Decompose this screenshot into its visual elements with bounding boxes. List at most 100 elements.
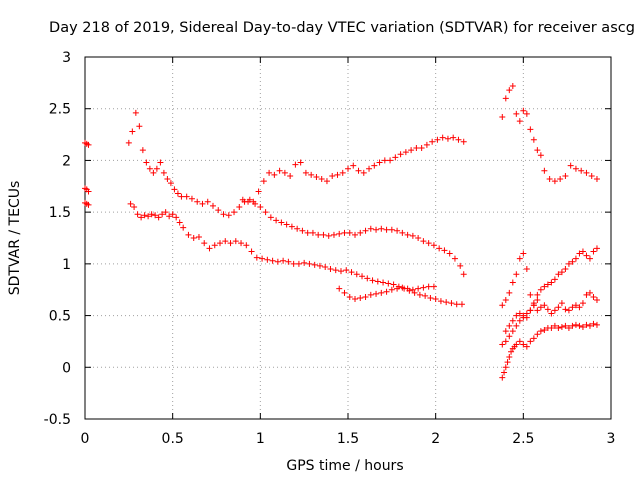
data-point (537, 328, 544, 335)
axis-ticks: 0 0.5 1 1.5 2 2.5 3 -0.5 0 0.5 1 1.5 2 2.5 3 (44, 50, 616, 447)
satellite-track-9 (499, 250, 600, 317)
data-point (308, 171, 315, 178)
data-point (432, 296, 439, 303)
data-point (248, 248, 255, 255)
data-point (555, 271, 562, 278)
data-point (555, 304, 562, 311)
data-point (593, 297, 600, 304)
data-point (593, 321, 600, 328)
data-point (502, 328, 509, 335)
data-point (441, 247, 448, 254)
data-point (157, 159, 164, 166)
data-point (350, 162, 357, 169)
data-point (558, 323, 565, 330)
data-point (139, 147, 146, 154)
data-point (232, 238, 239, 245)
satellite-track-12 (499, 297, 541, 348)
data-point (373, 226, 380, 233)
data-point (590, 248, 597, 255)
data-point (288, 223, 295, 230)
data-point (437, 298, 444, 305)
data-point (243, 242, 250, 249)
data-point (516, 317, 523, 324)
data-point (523, 310, 530, 317)
data-point (520, 107, 527, 114)
data-point (364, 275, 371, 282)
data-point (551, 307, 558, 314)
data-point (374, 278, 381, 285)
data-point (231, 209, 238, 216)
data-point (509, 82, 516, 89)
data-point (169, 211, 176, 218)
data-point (422, 292, 429, 299)
data-point (450, 134, 457, 141)
data-point (448, 300, 455, 307)
data-point (225, 212, 232, 219)
data-point (211, 242, 218, 249)
x-tick-label: 2 (431, 431, 440, 447)
data-point (152, 212, 159, 219)
data-point (565, 307, 572, 314)
data-point (499, 374, 506, 381)
data-point (453, 301, 460, 308)
data-point (499, 302, 506, 309)
x-tick-label: 3 (607, 431, 616, 447)
data-point (178, 193, 185, 200)
data-point (569, 304, 576, 311)
data-point (562, 322, 569, 329)
data-point (357, 294, 364, 301)
data-point (274, 258, 281, 265)
data-point (280, 257, 287, 264)
data-point (527, 338, 534, 345)
y-tick-label: -0.5 (44, 412, 71, 428)
data-point (162, 209, 169, 216)
data-point (320, 231, 327, 238)
data-point (548, 324, 555, 331)
data-point (557, 176, 564, 183)
data-point (572, 165, 579, 172)
data-point (353, 271, 360, 278)
x-tick-label: 1.5 (337, 431, 359, 447)
data-point (369, 277, 376, 284)
data-point (394, 285, 401, 292)
data-point (357, 229, 364, 236)
data-point (129, 128, 136, 135)
data-point (262, 209, 269, 216)
data-point (238, 240, 245, 247)
data-point (527, 291, 534, 298)
data-point (266, 169, 273, 176)
data-point (332, 267, 339, 274)
data-point (399, 284, 406, 291)
data-point (125, 139, 132, 146)
data-point (586, 255, 593, 262)
data-point (343, 267, 350, 274)
data-point (281, 169, 288, 176)
x-axis-label: GPS time / hours (286, 458, 403, 474)
y-tick-label: 1.5 (49, 205, 71, 221)
data-point (509, 328, 516, 335)
data-point (255, 188, 262, 195)
data-point (150, 169, 157, 176)
data-point (220, 211, 227, 218)
satellite-track-11 (499, 320, 600, 381)
data-point (302, 169, 309, 176)
data-point (318, 176, 325, 183)
y-tick-label: 0 (62, 360, 71, 376)
data-point (336, 285, 343, 292)
data-point (502, 95, 509, 102)
data-point (499, 113, 506, 120)
data-point (392, 154, 399, 161)
data-point (544, 281, 551, 288)
data-point (337, 268, 344, 275)
data-point (346, 229, 353, 236)
data-point (460, 138, 467, 145)
data-point (590, 320, 597, 327)
data-point (427, 294, 434, 301)
data-point (576, 250, 583, 257)
data-point (572, 255, 579, 262)
satellite-track-6 (239, 134, 467, 205)
data-point (387, 157, 394, 164)
data-point (201, 240, 208, 247)
y-tick-label: 1 (62, 257, 71, 273)
data-point (534, 307, 541, 314)
